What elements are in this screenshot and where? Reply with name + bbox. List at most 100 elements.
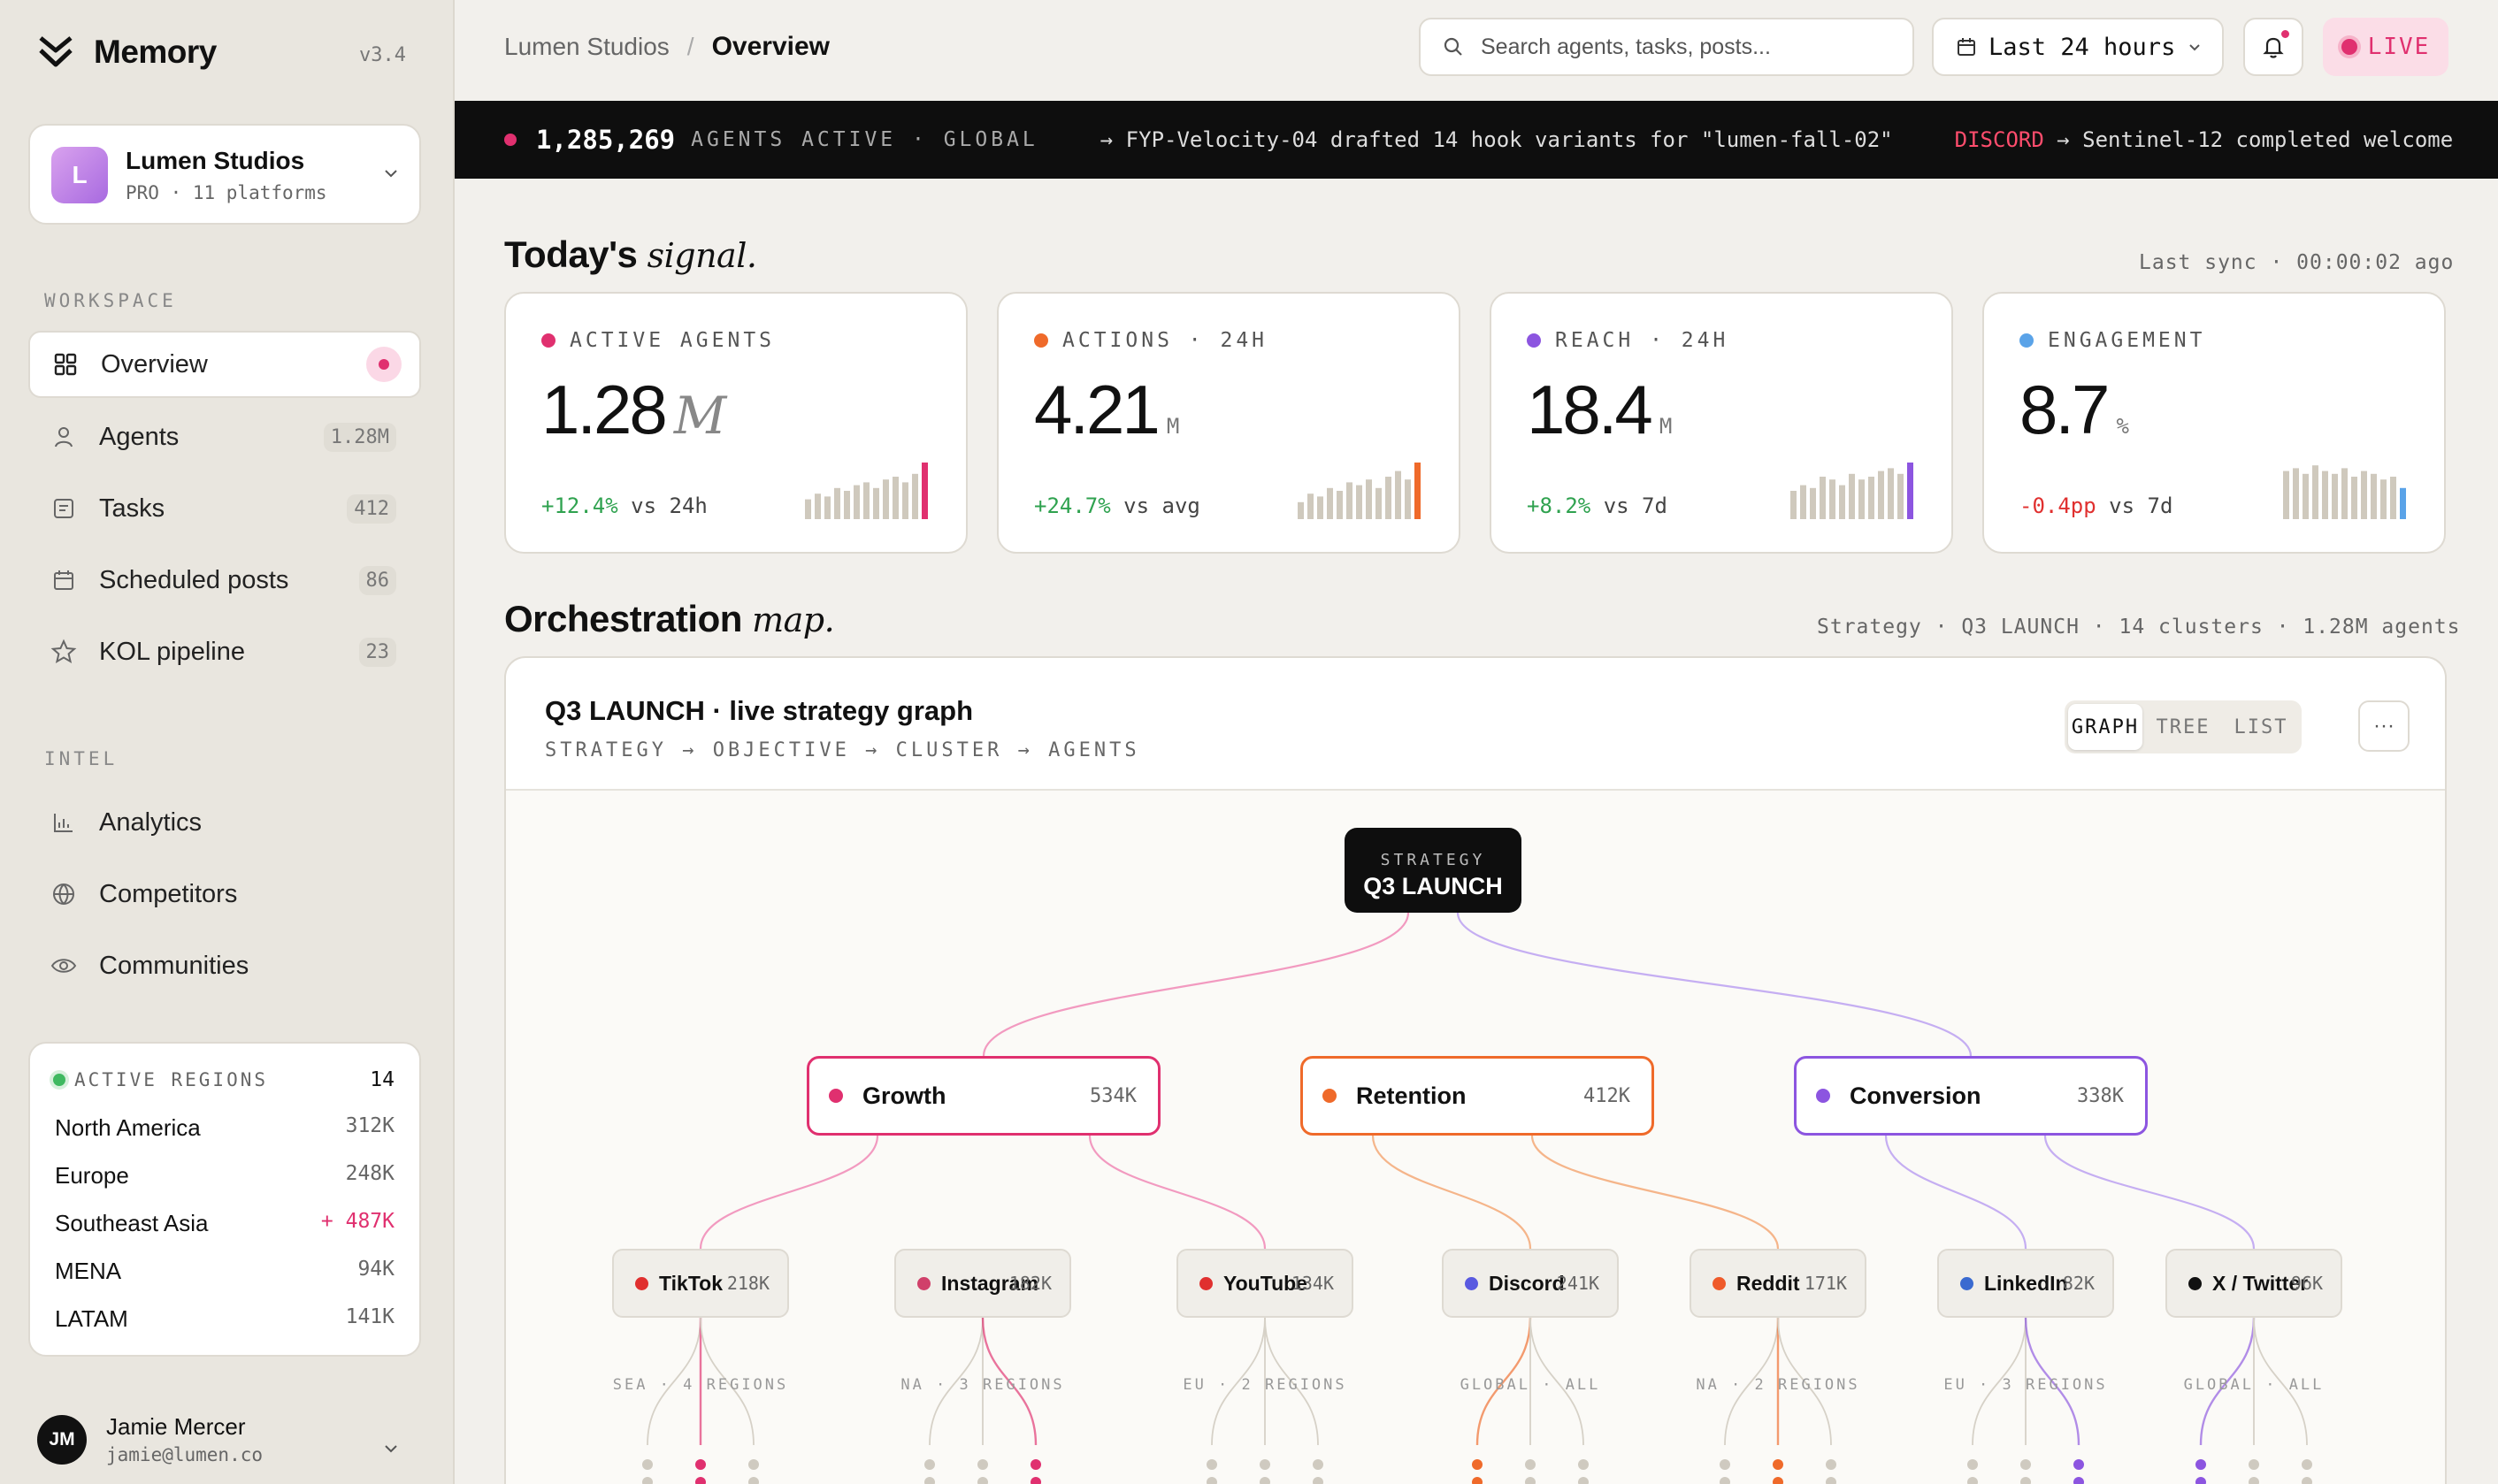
cluster-name: Instagram (941, 1271, 1038, 1295)
org-switcher[interactable]: L Lumen Studios PRO · 11 platforms (28, 124, 421, 225)
region-value: 248K (345, 1162, 395, 1185)
ticker-event-text: → Sentinel-12 completed welcome (2057, 127, 2454, 152)
view-list-button[interactable]: LIST (2234, 715, 2288, 738)
view-tree-button[interactable]: TREE (2156, 715, 2211, 738)
brand[interactable]: Memory (37, 34, 217, 71)
stat-unit: M (1166, 414, 1180, 439)
cluster-node-x-twitter[interactable]: X / Twitter 96K (2165, 1249, 2342, 1318)
cluster-node-youtube[interactable]: YouTube 134K (1176, 1249, 1353, 1318)
graph-canvas[interactable]: STRATEGY Q3 LAUNCH Growth 534K Retention 4… (506, 789, 2445, 1484)
breadcrumb: Lumen Studios / Overview (504, 32, 830, 62)
sparkline-bar (1810, 487, 1816, 519)
agent-dot (2020, 1477, 2031, 1484)
region-row[interactable]: LATAM 141K (55, 1305, 395, 1333)
nav-count: 412 (347, 493, 396, 524)
ticker-event-tag: DISCORD (1954, 127, 2044, 152)
agent-dot (1773, 1477, 1783, 1484)
workspace-section-label: WORKSPACE (44, 290, 177, 311)
sparkline-bar (1829, 479, 1835, 519)
region-name: Southeast Asia (55, 1210, 209, 1236)
stat-card-active-agents[interactable]: ACTIVE AGENTS 1.28 M +12.4% vs 24h (504, 292, 968, 554)
avatar: JM (37, 1414, 87, 1465)
search-input[interactable]: Search agents, tasks, posts... (1419, 18, 1914, 76)
strategy-node[interactable]: STRATEGY Q3 LAUNCH (1345, 828, 1521, 913)
nav-item-communities[interactable]: Communities (28, 932, 421, 999)
region-row[interactable]: MENA 94K (55, 1258, 395, 1285)
agent-dot (2302, 1459, 2312, 1470)
sparkline-bar (824, 496, 831, 519)
sparkline-bar (1317, 496, 1323, 519)
chevron-down-icon[interactable] (382, 1440, 400, 1457)
sparkline (805, 463, 928, 519)
cluster-node-discord[interactable]: Discord 241K (1442, 1249, 1619, 1318)
orchestration-heading: Orchestration map. (504, 598, 835, 640)
agents-active-count: 1,285,269 (536, 125, 676, 155)
nav-item-agents[interactable]: Agents 1.28M (28, 403, 421, 470)
nav-item-tasks[interactable]: Tasks 412 (28, 475, 421, 542)
region-row[interactable]: North America 312K (55, 1114, 395, 1142)
graph-edge (981, 1317, 1038, 1446)
cluster-node-reddit[interactable]: Reddit 171K (1690, 1249, 1866, 1318)
agent-dot (977, 1477, 988, 1484)
sparkline-bar (2322, 470, 2328, 519)
nav-item-competitors[interactable]: Competitors (28, 861, 421, 928)
sparkline-bar (1366, 479, 1372, 519)
cluster-count: 82K (2062, 1273, 2095, 1294)
sparkline-bar (2400, 487, 2406, 519)
view-graph-button[interactable]: GRAPH (2068, 704, 2142, 750)
breadcrumb-root[interactable]: Lumen Studios (504, 33, 670, 60)
panel-title: Q3 LAUNCH · live strategy graph (545, 695, 974, 726)
graph-edge (929, 1317, 984, 1446)
agent-dot (1313, 1459, 1323, 1470)
org-plan: PRO · 11 platforms (126, 182, 327, 203)
region-row[interactable]: Europe 248K (55, 1162, 395, 1189)
org-name: Lumen Studios (126, 147, 305, 174)
stat-card-engagement[interactable]: ENGAGEMENT 8.7% -0.4pp vs 7d (1982, 292, 2446, 554)
stat-card-actions[interactable]: ACTIONS · 24H 4.21 M +24.7% vs avg (997, 292, 1460, 554)
objective-node-growth[interactable]: Growth 534K (807, 1056, 1161, 1136)
status-dot (1465, 1276, 1478, 1290)
status-dot (829, 1089, 843, 1103)
more-options-button[interactable]: ··· (2358, 700, 2410, 752)
nav-label: Overview (101, 349, 208, 379)
objective-node-retention[interactable]: Retention 412K (1300, 1056, 1654, 1136)
graph-edge (1088, 1135, 1267, 1250)
sparkline-bar (1346, 482, 1352, 519)
user-name: Jamie Mercer (106, 1413, 246, 1440)
sparkline (1298, 463, 1421, 519)
notifications-button[interactable] (2243, 18, 2303, 76)
sparkline-bar (1897, 473, 1904, 519)
nav-item-overview[interactable]: Overview (28, 331, 421, 398)
region-value: 94K (357, 1258, 395, 1281)
stat-card-reach[interactable]: REACH · 24H 18.4 M +8.2% vs 7d (1490, 292, 1953, 554)
graph-edge (2253, 1317, 2308, 1446)
objective-node-conversion[interactable]: Conversion 338K (1794, 1056, 2148, 1136)
sidebar: Memory v3.4 L Lumen Studios PRO · 11 pla… (0, 0, 455, 1484)
agent-dot (2249, 1477, 2259, 1484)
agent-dot (1720, 1477, 1730, 1484)
status-dot (1527, 333, 1541, 348)
nav-item-scheduled-posts[interactable]: Scheduled posts 86 (28, 547, 421, 614)
date-range-select[interactable]: Last 24 hours (1932, 18, 2224, 76)
nav-item-kol-pipeline[interactable]: KOL pipeline 23 (28, 618, 421, 685)
stat-delta: +24.7% vs avg (1034, 493, 1200, 518)
agent-dot (924, 1459, 935, 1470)
agent-dot (695, 1477, 706, 1484)
sparkline-bar (883, 479, 889, 519)
cluster-node-linkedin[interactable]: LinkedIn 82K (1937, 1249, 2114, 1318)
cluster-node-instagram[interactable]: Instagram 182K (894, 1249, 1071, 1318)
agent-dot (748, 1477, 759, 1484)
user-menu[interactable]: JM Jamie Mercer jamie@lumen.co (37, 1413, 263, 1465)
cluster-region: GLOBAL · ALL (2183, 1376, 2325, 1394)
nav-item-analytics[interactable]: Analytics (28, 789, 421, 856)
region-row[interactable]: Southeast Asia + 487K (55, 1210, 395, 1237)
stat-unit: M (673, 386, 727, 446)
sparkline-bar (1414, 463, 1421, 519)
live-toggle[interactable]: LIVE (2323, 18, 2448, 76)
agent-dot (2195, 1477, 2206, 1484)
stat-delta: +8.2% vs 7d (1527, 493, 1667, 518)
live-dot-badge (366, 347, 402, 382)
cluster-count: 182K (1008, 1273, 1052, 1294)
cluster-node-tiktok[interactable]: TikTok 218K (612, 1249, 789, 1318)
calendar-icon (48, 564, 80, 596)
